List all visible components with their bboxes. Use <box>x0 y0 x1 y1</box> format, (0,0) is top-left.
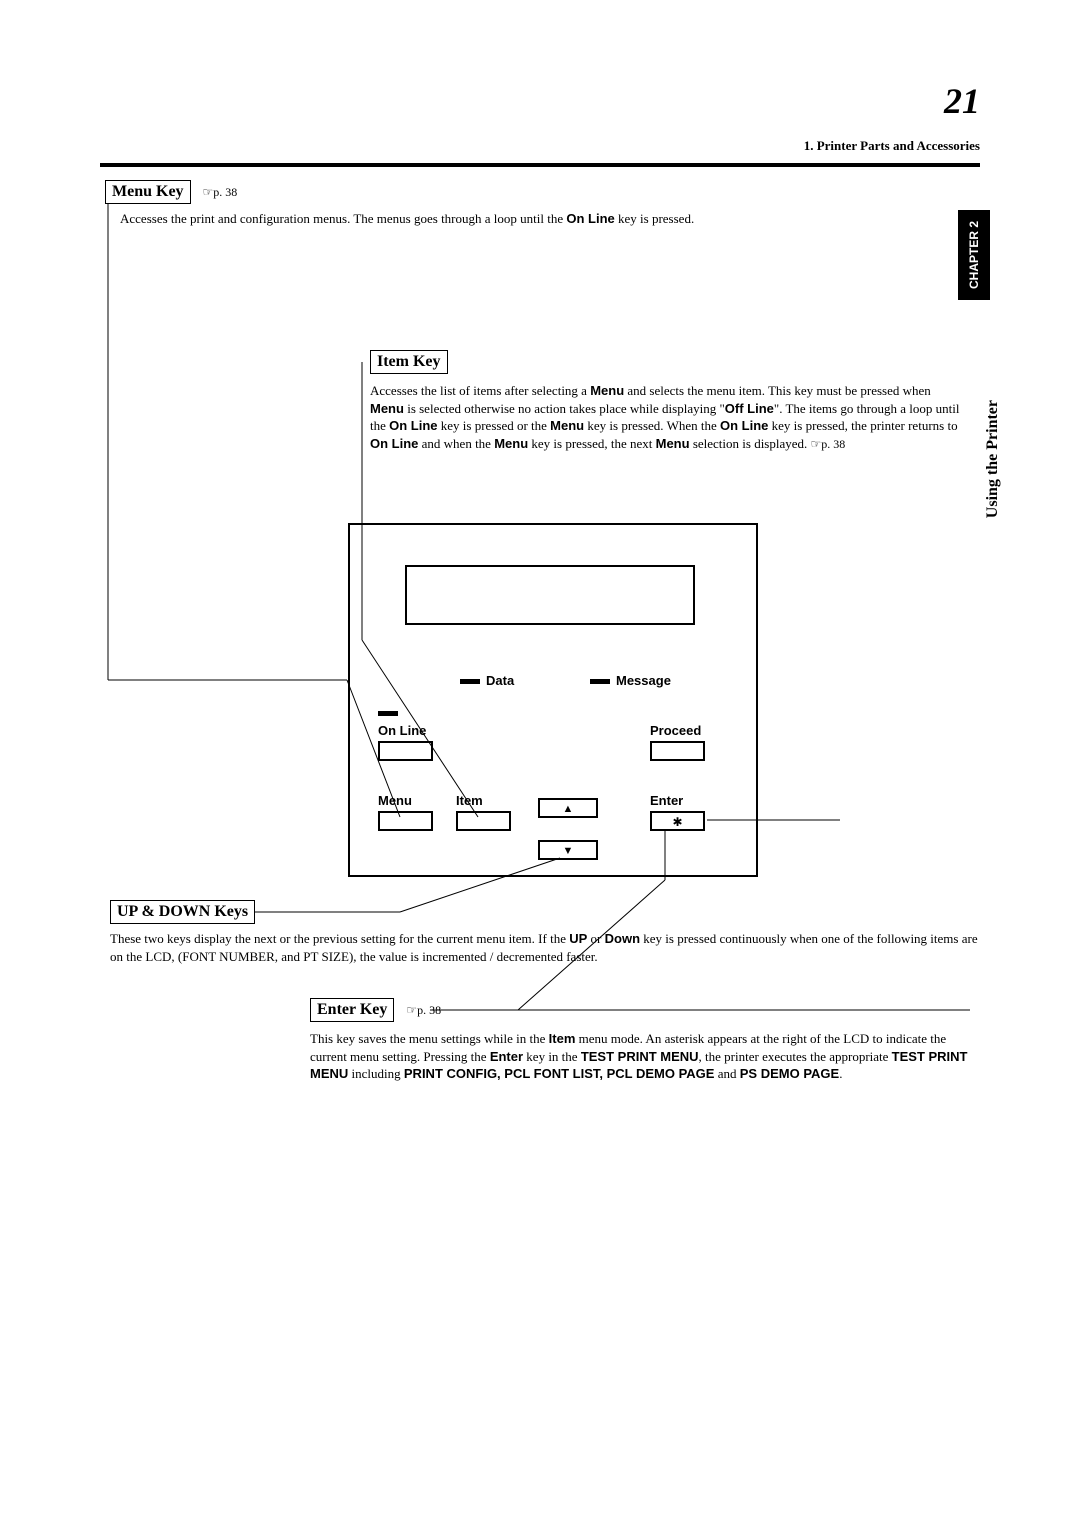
text: key is pressed. When the <box>584 418 720 433</box>
proceed-label: Proceed <box>650 723 701 738</box>
menu-key-section: Menu Key ☞p. 38 Accesses the print and c… <box>105 180 975 228</box>
text-bold: Down <box>605 931 640 946</box>
text: Accesses the list of items after selecti… <box>370 383 590 398</box>
proceed-button <box>650 741 705 761</box>
text-bold: Menu <box>370 401 404 416</box>
text-bold: Menu <box>494 436 528 451</box>
text-bold: UP <box>569 931 587 946</box>
data-led: Data <box>460 673 514 688</box>
text-bold: Menu <box>590 383 624 398</box>
enter-section: Enter Key ☞p. 38 This key saves the menu… <box>310 998 970 1083</box>
side-label: Using the Printer <box>984 400 1002 518</box>
updown-title: UP & DOWN Keys <box>110 900 255 924</box>
text: key is pressed. <box>615 211 694 226</box>
text-bold: On Line <box>566 211 614 226</box>
chapter-tab-label: CHAPTER 2 <box>967 221 981 289</box>
enter-label: Enter <box>650 793 683 808</box>
down-button: ▼ <box>538 840 598 860</box>
text-bold: Menu <box>656 436 690 451</box>
text-bold: TEST PRINT MENU <box>581 1049 699 1064</box>
text: key is pressed, the next <box>528 436 655 451</box>
text: and selects the menu item. This key must… <box>624 383 931 398</box>
up-button: ▲ <box>538 798 598 818</box>
enter-title: Enter Key <box>310 998 394 1022</box>
lcd-screen <box>405 565 695 625</box>
text: key in the <box>523 1049 581 1064</box>
text-bold: On Line <box>370 436 418 451</box>
online-led-icon <box>378 711 398 716</box>
page-ref: ☞p. 38 <box>811 437 846 451</box>
message-led: Message <box>590 673 671 688</box>
text-bold: Off Line <box>725 401 774 416</box>
text: and <box>714 1066 739 1081</box>
updown-desc: These two keys display the next or the p… <box>110 930 980 965</box>
text-bold: On Line <box>389 418 437 433</box>
message-led-label: Message <box>616 673 671 688</box>
text: including <box>348 1066 404 1081</box>
text: selection is displayed. <box>690 436 811 451</box>
text: and when the <box>418 436 494 451</box>
text-bold: PS DEMO PAGE <box>740 1066 839 1081</box>
item-key-title: Item Key <box>370 350 448 374</box>
page-ref: ☞p. 38 <box>406 1003 441 1017</box>
item-key-section: Item Key Accesses the list of items afte… <box>370 350 960 452</box>
data-led-label: Data <box>486 673 514 688</box>
online-label: On Line <box>378 723 426 738</box>
page-number: 21 <box>944 80 980 122</box>
text-bold: PRINT CONFIG, PCL FONT LIST, PCL DEMO PA… <box>404 1066 715 1081</box>
section-header: 1. Printer Parts and Accessories <box>804 138 980 154</box>
text: These two keys display the next or the p… <box>110 931 569 946</box>
text: This key saves the menu settings while i… <box>310 1031 549 1046</box>
text: . <box>839 1066 842 1081</box>
text-bold: On Line <box>720 418 768 433</box>
menu-key-title: Menu Key <box>105 180 191 204</box>
item-button <box>456 811 511 831</box>
page-ref: ☞p. 38 <box>203 185 238 199</box>
item-key-desc: Accesses the list of items after selecti… <box>370 382 960 452</box>
text: key is pressed or the <box>438 418 551 433</box>
header-rule <box>100 163 980 167</box>
printer-panel-diagram: Data Message On Line Proceed Menu Item ▲… <box>348 523 758 877</box>
text-bold: Menu <box>550 418 584 433</box>
text: key is pressed, the printer returns to <box>768 418 957 433</box>
menu-key-desc: Accesses the print and configuration men… <box>120 210 975 228</box>
text-bold: Item <box>549 1031 576 1046</box>
led-icon <box>590 679 610 684</box>
text: or <box>587 931 604 946</box>
text: Accesses the print and configuration men… <box>120 211 566 226</box>
updown-section: UP & DOWN Keys These two keys display th… <box>110 900 980 965</box>
led-icon <box>460 679 480 684</box>
text: is selected otherwise no action takes pl… <box>404 401 725 416</box>
item-label: Item <box>456 793 483 808</box>
menu-button <box>378 811 433 831</box>
menu-label: Menu <box>378 793 412 808</box>
text: , the printer executes the appropriate <box>699 1049 892 1064</box>
enter-button: ✱ <box>650 811 705 831</box>
online-button <box>378 741 433 761</box>
enter-desc: This key saves the menu settings while i… <box>310 1030 970 1083</box>
text-bold: Enter <box>490 1049 523 1064</box>
